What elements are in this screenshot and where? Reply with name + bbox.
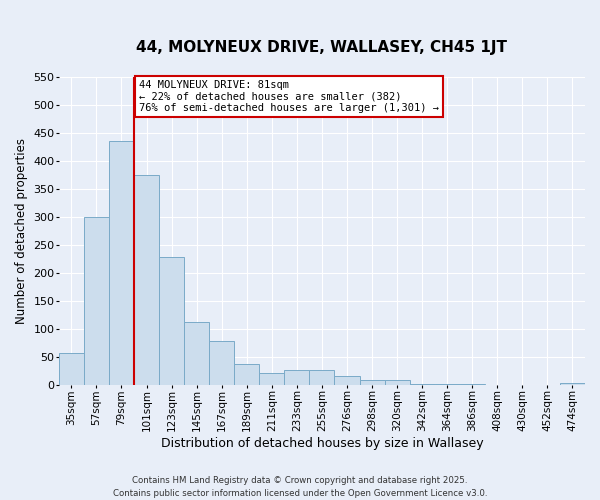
Bar xyxy=(184,322,209,385)
Bar xyxy=(560,384,585,385)
Bar xyxy=(234,364,259,385)
Bar xyxy=(109,142,134,385)
Bar xyxy=(460,384,485,385)
Bar xyxy=(259,373,284,385)
Text: 44 MOLYNEUX DRIVE: 81sqm
← 22% of detached houses are smaller (382)
76% of semi-: 44 MOLYNEUX DRIVE: 81sqm ← 22% of detach… xyxy=(139,80,439,114)
Bar xyxy=(434,384,460,385)
Title: 44, MOLYNEUX DRIVE, WALLASEY, CH45 1JT: 44, MOLYNEUX DRIVE, WALLASEY, CH45 1JT xyxy=(136,40,508,55)
Bar xyxy=(159,258,184,385)
Bar xyxy=(310,370,334,385)
X-axis label: Distribution of detached houses by size in Wallasey: Distribution of detached houses by size … xyxy=(161,437,483,450)
Bar xyxy=(59,353,84,385)
Bar xyxy=(410,384,434,385)
Text: Contains HM Land Registry data © Crown copyright and database right 2025.
Contai: Contains HM Land Registry data © Crown c… xyxy=(113,476,487,498)
Bar xyxy=(334,376,359,385)
Bar xyxy=(284,370,310,385)
Bar xyxy=(84,217,109,385)
Bar xyxy=(359,380,385,385)
Bar xyxy=(134,175,159,385)
Y-axis label: Number of detached properties: Number of detached properties xyxy=(15,138,28,324)
Bar xyxy=(209,342,234,385)
Bar xyxy=(385,380,410,385)
